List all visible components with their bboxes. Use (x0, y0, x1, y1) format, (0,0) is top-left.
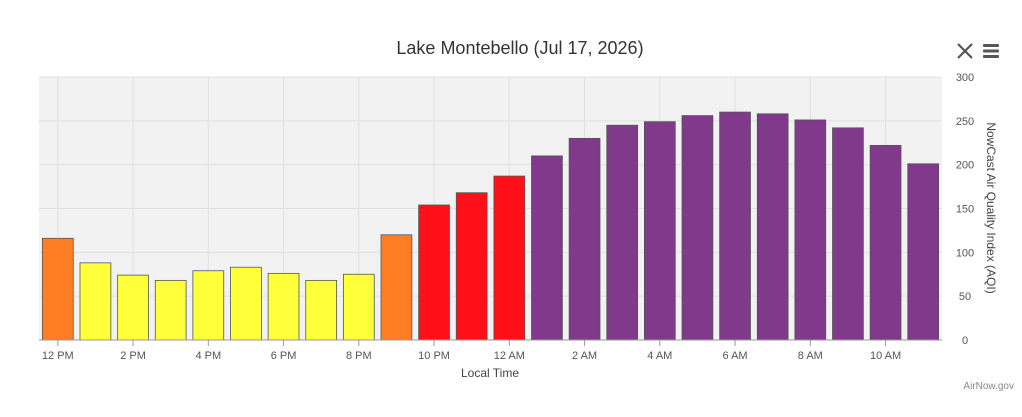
bar-2-pm[interactable] (117, 274, 149, 341)
x-tick-label: 2 PM (120, 350, 146, 362)
bar-10-am[interactable] (869, 144, 902, 341)
chart-title: Lake Montebello (Jul 17, 2026) (396, 38, 643, 58)
y-tick-label: 250 (956, 116, 974, 128)
y-tick-label: 200 (956, 160, 974, 172)
y-tick-label: 300 (956, 72, 974, 84)
x-tick-label: 12 AM (494, 350, 525, 362)
credit-link[interactable]: AirNow.gov (963, 381, 1014, 392)
bar-1-am[interactable] (531, 155, 563, 341)
x-tick-label: 10 PM (418, 350, 450, 362)
bar-10-pm[interactable] (418, 204, 450, 341)
bar-8-am[interactable] (794, 119, 827, 341)
bar-2-am[interactable] (568, 137, 601, 341)
x-tick-label: 6 PM (271, 350, 297, 362)
bar-3-am[interactable] (606, 124, 639, 341)
x-tick-label: 4 AM (647, 350, 672, 362)
bar-6-pm[interactable] (267, 272, 300, 341)
x-axis-title: Local Time (461, 366, 519, 380)
bar-11-am[interactable] (907, 163, 940, 341)
bar-11-pm[interactable] (455, 192, 488, 341)
y-tick-label: 150 (956, 204, 974, 216)
bar-4-pm[interactable] (192, 270, 225, 341)
x-tick-label: 10 AM (870, 350, 901, 362)
x-tick-label: 2 AM (572, 350, 597, 362)
bar-5-pm[interactable] (230, 266, 262, 341)
x-tick-label: 4 PM (195, 350, 221, 362)
x-axis-ticks: 12 PM 2 PM 4 PM 6 PM 8 PM 10 PM 12 AM 2 AM 4 AM 6… (39, 339, 942, 362)
bar-6-am[interactable] (719, 111, 751, 341)
bar-4-am[interactable] (643, 121, 676, 341)
y-axis-title: NowCast Air Quality Index (AQI) (984, 122, 998, 293)
x-tick-label: 6 AM (723, 350, 748, 362)
y-tick-label: 100 (956, 247, 974, 259)
bar-3-pm[interactable] (154, 279, 187, 341)
bar-9-am[interactable] (832, 127, 864, 341)
x-tick-label: 8 AM (798, 350, 823, 362)
close-button[interactable] (954, 40, 976, 62)
bar-7-pm[interactable] (305, 279, 338, 341)
bar-1-pm[interactable] (79, 262, 112, 341)
y-tick-label: 50 (959, 291, 971, 303)
close-icon (957, 43, 973, 59)
menu-icon (983, 44, 999, 58)
x-tick-label: 12 PM (42, 350, 74, 362)
bar-8-pm[interactable] (342, 273, 375, 341)
y-axis-ticks: 0 50 100 150 200 250 300 (956, 72, 974, 347)
bars (41, 111, 940, 341)
menu-button[interactable] (980, 40, 1002, 62)
bar-9-pm[interactable] (380, 234, 413, 341)
bar-5-am[interactable] (681, 115, 714, 341)
bar-7-am[interactable] (756, 113, 789, 341)
y-tick-label: 0 (962, 335, 968, 347)
bar-12-am[interactable] (493, 175, 526, 341)
bar-12-pm[interactable] (41, 237, 74, 341)
x-tick-label: 8 PM (346, 350, 372, 362)
